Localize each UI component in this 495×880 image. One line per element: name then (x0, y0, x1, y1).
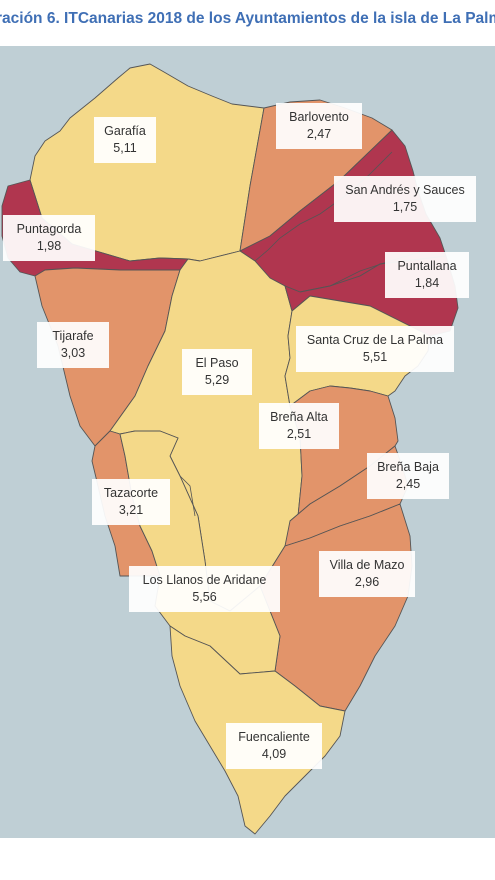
municipality-value: 3,21 (118, 503, 144, 517)
label-villademazo[interactable]: Villa de Mazo 2,96 (319, 551, 415, 597)
municipality-name: Fuencaliente (238, 730, 310, 744)
municipality-value: 5,29 (204, 373, 230, 387)
municipality-name: Santa Cruz de La Palma (306, 333, 444, 347)
municipality-name: El Paso (195, 356, 239, 370)
municipality-value: 5,11 (113, 141, 137, 155)
municipality-name: Breña Alta (270, 410, 328, 424)
municipality-value: 1,75 (392, 200, 418, 214)
municipality-name: Puntagorda (16, 222, 82, 236)
municipality-value: 2,96 (354, 575, 380, 589)
municipality-name: Tijarafe (52, 329, 94, 343)
municipality-name: Garafía (104, 124, 146, 138)
la-palma-map (0, 46, 495, 838)
municipality-name: Los Llanos de Aridane (142, 573, 267, 587)
label-tijarafe[interactable]: Tijarafe 3,03 (37, 322, 109, 368)
municipality-name: Barlovento (289, 110, 349, 124)
municipality-value: 2,45 (395, 477, 421, 491)
label-fuencaliente[interactable]: Fuencaliente 4,09 (226, 723, 322, 769)
municipality-name: San Andrés y Sauces (345, 183, 465, 197)
municipality-value: 1,84 (414, 276, 440, 290)
label-puntallana[interactable]: Puntallana 1,84 (385, 252, 469, 298)
municipality-value: 4,09 (261, 747, 287, 761)
label-tazacorte[interactable]: Tazacorte 3,21 (92, 479, 170, 525)
municipality-value: 1,98 (36, 239, 62, 253)
label-losllanos[interactable]: Los Llanos de Aridane 5,56 (129, 566, 280, 612)
label-elpaso[interactable]: El Paso 5,29 (182, 349, 252, 395)
label-garafia[interactable]: Garafía 5,11 (94, 117, 156, 163)
municipality-name: Villa de Mazo (329, 558, 405, 572)
municipality-name: Puntallana (397, 259, 457, 273)
figure-title: ración 6. ITCanarias 2018 de los Ayuntam… (0, 10, 495, 27)
label-brenabaja[interactable]: Breña Baja 2,45 (367, 453, 449, 499)
label-brenaalta[interactable]: Breña Alta 2,51 (259, 403, 339, 449)
municipality-value: 5,51 (362, 350, 388, 364)
label-sanandres[interactable]: San Andrés y Sauces 1,75 (334, 176, 476, 222)
label-santacruz[interactable]: Santa Cruz de La Palma 5,51 (296, 326, 454, 372)
label-barlovento[interactable]: Barlovento 2,47 (276, 103, 362, 149)
municipality-name: Breña Baja (377, 460, 439, 474)
municipality-value: 5,56 (192, 590, 217, 604)
label-puntagorda[interactable]: Puntagorda 1,98 (3, 215, 95, 261)
municipality-value: 3,03 (60, 346, 86, 360)
municipality-name: Tazacorte (103, 486, 159, 500)
boundary-line-west (179, 475, 196, 517)
municipality-value: 2,47 (306, 127, 332, 141)
municipality-value: 2,51 (286, 427, 312, 441)
